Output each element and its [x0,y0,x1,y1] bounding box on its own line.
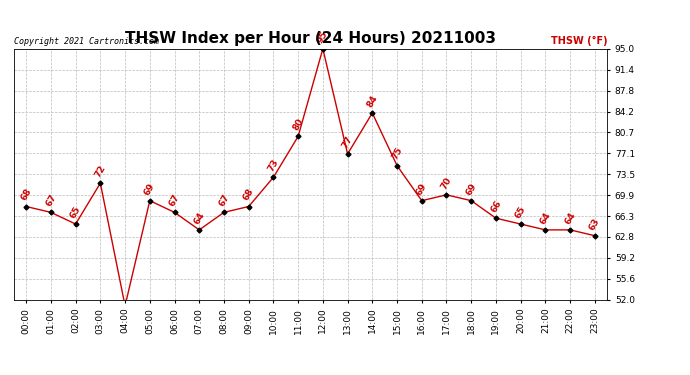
Text: 65: 65 [514,204,528,220]
Text: 95: 95 [316,29,330,45]
Text: 75: 75 [390,146,404,162]
Text: 77: 77 [341,134,355,150]
Text: Copyright 2021 Cartronics.com: Copyright 2021 Cartronics.com [14,37,159,46]
Text: THSW (°F): THSW (°F) [551,36,607,46]
Text: 80: 80 [291,117,305,132]
Text: 67: 67 [217,193,231,208]
Text: 84: 84 [366,93,380,109]
Text: 67: 67 [168,193,181,208]
Text: 66: 66 [489,199,503,214]
Text: 63: 63 [588,216,602,231]
Text: 68: 68 [19,187,33,202]
Text: 51: 51 [0,374,1,375]
Text: 70: 70 [440,176,453,190]
Title: THSW Index per Hour (24 Hours) 20211003: THSW Index per Hour (24 Hours) 20211003 [125,31,496,46]
Text: 69: 69 [415,181,429,196]
Text: 69: 69 [143,181,157,196]
Text: 64: 64 [563,210,578,226]
Text: 64: 64 [538,210,553,226]
Text: 69: 69 [464,181,478,196]
Text: 72: 72 [93,164,108,179]
Text: 68: 68 [241,187,256,202]
Text: 64: 64 [193,210,206,226]
Text: 65: 65 [69,204,83,220]
Text: 67: 67 [44,193,58,208]
Text: 73: 73 [266,158,281,173]
